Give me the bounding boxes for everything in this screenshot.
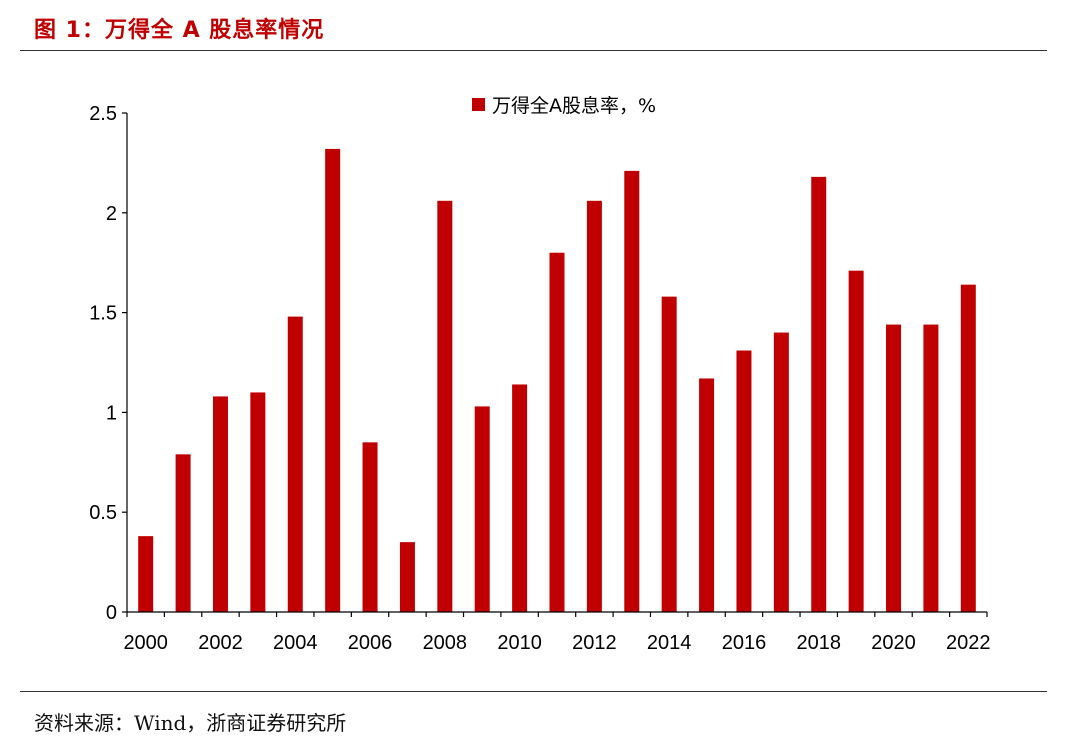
bar-2008	[437, 200, 453, 612]
x-tick-label: 2010	[497, 632, 542, 654]
bar-2015	[699, 378, 715, 612]
bar-2009	[474, 406, 490, 612]
dividend-yield-bar-chart: 0 0.5 1 1.5 2 2.5 2000 2002 2004 2006 2008 2010 2012…	[89, 95, 990, 654]
x-tick-label: 2002	[198, 632, 243, 654]
figure-title: 图 1：万得全 A 股息率情况	[34, 18, 325, 43]
bar-2014	[661, 296, 677, 612]
bar-2019	[848, 270, 864, 612]
bar-2002	[212, 396, 228, 612]
x-tick-label: 2020	[871, 632, 916, 654]
legend-label: 万得全A股息率，%	[492, 95, 656, 117]
y-tick-label: 0.5	[89, 502, 117, 524]
x-tick-label: 2016	[722, 632, 767, 654]
top-divider	[20, 50, 1047, 51]
bar-2022	[960, 284, 976, 612]
bar-2011	[549, 252, 565, 612]
bar-2001	[175, 454, 191, 612]
x-tick-label: 2008	[423, 632, 468, 654]
bar-2000	[138, 536, 154, 612]
bar-2013	[624, 170, 640, 612]
bar-2021	[923, 324, 939, 612]
bars-layer	[138, 148, 976, 612]
x-tick-label: 2006	[348, 632, 393, 654]
x-tick-label: 2018	[796, 632, 841, 654]
bar-2018	[811, 176, 827, 612]
x-tick-label: 2022	[946, 632, 991, 654]
bar-2006	[362, 442, 378, 612]
y-tick-label: 1	[106, 402, 117, 424]
legend: 万得全A股息率，%	[472, 95, 656, 117]
bar-2005	[325, 148, 341, 612]
bar-2010	[512, 384, 528, 612]
bar-2004	[287, 316, 303, 612]
x-tick-label: 2012	[572, 632, 617, 654]
bottom-divider	[20, 691, 1047, 692]
y-tick-label: 2.5	[89, 103, 117, 125]
y-tick-label: 1.5	[89, 303, 117, 325]
bar-2007	[399, 542, 415, 612]
bar-2003	[250, 392, 266, 612]
bar-2016	[736, 350, 752, 612]
x-tick-label: 2014	[647, 632, 692, 654]
x-tick-label: 2004	[273, 632, 318, 654]
bar-2012	[586, 200, 602, 612]
bar-2017	[773, 332, 789, 612]
x-tick-label: 2000	[123, 632, 168, 654]
legend-swatch	[472, 98, 485, 111]
y-tick-label: 0	[106, 602, 117, 624]
source-note: 资料来源：Wind，浙商证券研究所	[34, 711, 347, 735]
bar-2020	[886, 324, 902, 612]
axes-layer: 0 0.5 1 1.5 2 2.5 2000 2002 2004 2006 2008 2010 2012…	[89, 103, 990, 654]
y-tick-label: 2	[106, 203, 117, 225]
